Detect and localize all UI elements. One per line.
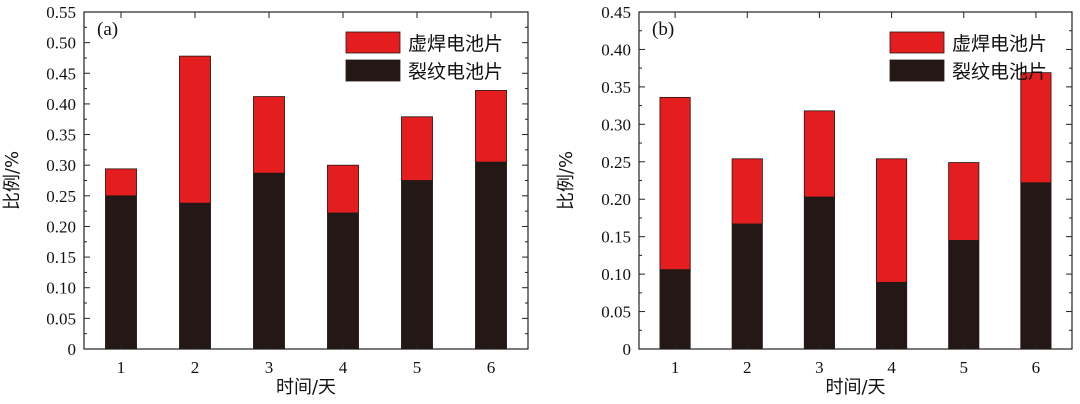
y-tick-label: 0.05 — [46, 309, 76, 328]
y-tick-label: 0.50 — [46, 34, 76, 53]
x-tick-label: 2 — [191, 358, 200, 377]
bar-crack-2 — [179, 202, 211, 350]
y-tick-label: 0.10 — [601, 265, 631, 284]
y-tick-label: 0.45 — [46, 64, 76, 83]
bar-crack-6 — [1020, 182, 1052, 350]
y-tick-label: 0.15 — [601, 228, 631, 247]
bar-coldsolder-6 — [1020, 72, 1052, 184]
bar-crack-3 — [253, 172, 285, 350]
y-tick-label: 0 — [68, 340, 77, 359]
bar-coldsolder-6 — [475, 90, 507, 163]
bar-coldsolder-5 — [401, 116, 433, 181]
legend-swatch-coldsolder — [345, 31, 401, 54]
panel-label: (b) — [652, 19, 674, 40]
y-tick-label: 0.30 — [601, 115, 631, 134]
legend-label-crack: 裂纹电池片 — [952, 61, 1047, 83]
legend-label-crack: 裂纹电池片 — [408, 61, 503, 83]
legend-label-coldsolder: 虚焊电池片 — [408, 33, 503, 55]
y-tick-label: 0 — [623, 340, 632, 359]
bar-coldsolder-4 — [876, 158, 908, 283]
y-tick-label: 0.25 — [46, 187, 76, 206]
bar-coldsolder-5 — [948, 162, 980, 241]
bar-crack-1 — [105, 195, 137, 350]
x-axis-title: 时间/天 — [276, 377, 336, 398]
x-tick-label: 4 — [887, 358, 896, 377]
y-tick-label: 0.35 — [601, 78, 631, 97]
bar-coldsolder-2 — [731, 158, 763, 225]
x-tick-label: 4 — [339, 358, 348, 377]
bar-crack-5 — [401, 180, 433, 350]
legend-swatch-crack — [345, 59, 401, 82]
panel-label: (a) — [97, 19, 118, 40]
y-tick-label: 0.40 — [46, 95, 76, 114]
y-tick-label: 0.15 — [46, 248, 76, 267]
y-axis-title: 比例/% — [2, 151, 23, 210]
bar-coldsolder-3 — [803, 110, 835, 198]
bar-crack-4 — [327, 212, 359, 350]
x-tick-label: 2 — [743, 358, 752, 377]
y-tick-label: 0.30 — [46, 156, 76, 175]
x-tick-label: 5 — [960, 358, 969, 377]
x-tick-label: 5 — [413, 358, 422, 377]
x-tick-label: 6 — [1032, 358, 1041, 377]
bar-crack-2 — [731, 223, 763, 350]
x-axis-title: 时间/天 — [825, 377, 885, 398]
y-tick-label: 0.05 — [601, 303, 631, 322]
y-tick-label: 0.40 — [601, 40, 631, 59]
x-tick-label: 3 — [265, 358, 274, 377]
bar-crack-4 — [876, 281, 908, 350]
bar-crack-3 — [803, 196, 835, 350]
bar-crack-1 — [659, 269, 691, 350]
bar-crack-6 — [475, 161, 507, 350]
bar-coldsolder-1 — [659, 96, 691, 271]
y-tick-label: 0.20 — [46, 217, 76, 236]
x-tick-label: 1 — [117, 358, 126, 377]
y-axis-title: 比例/% — [556, 151, 577, 210]
y-tick-label: 0.55 — [46, 3, 76, 22]
y-tick-label: 0.20 — [601, 190, 631, 209]
y-tick-label: 0.45 — [601, 3, 631, 22]
y-tick-label: 0.35 — [46, 126, 76, 145]
bar-coldsolder-1 — [105, 168, 137, 197]
x-tick-label: 3 — [815, 358, 824, 377]
x-tick-label: 1 — [671, 358, 680, 377]
legend-swatch-coldsolder — [889, 31, 945, 54]
bar-coldsolder-4 — [327, 164, 359, 214]
y-tick-label: 0.10 — [46, 279, 76, 298]
x-tick-label: 6 — [487, 358, 496, 377]
bar-coldsolder-2 — [179, 55, 211, 204]
bar-coldsolder-3 — [253, 96, 285, 174]
bar-crack-5 — [948, 240, 980, 350]
legend-label-coldsolder: 虚焊电池片 — [952, 33, 1047, 55]
y-tick-label: 0.25 — [601, 153, 631, 172]
legend-swatch-crack — [889, 59, 945, 82]
